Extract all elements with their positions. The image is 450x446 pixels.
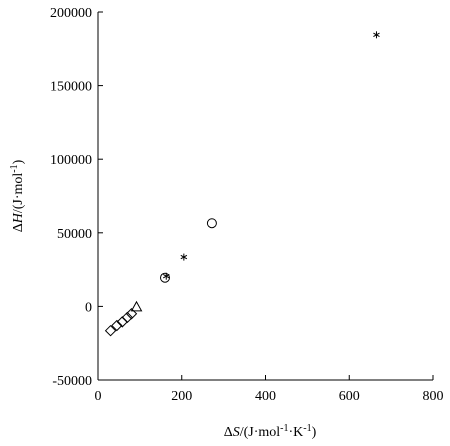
y-tick-label: 0: [85, 300, 92, 315]
x-tick-label: 0: [95, 389, 102, 404]
diamond-marker: [121, 311, 134, 324]
diamond-marker: [111, 319, 123, 332]
asterisk-marker: [180, 253, 188, 261]
y-tick-label: 200000: [50, 6, 92, 21]
circle-marker: [160, 272, 170, 283]
y-tick-label: 50000: [57, 227, 92, 242]
x-axis-title: ΔS/(J·mol-1·K-1): [224, 423, 317, 441]
y-tick-label: -50000: [52, 374, 92, 389]
circle-marker: [206, 218, 217, 229]
y-tick-label: 100000: [50, 153, 92, 168]
y-tick-label: 150000: [50, 80, 92, 95]
diamond-marker: [125, 308, 138, 320]
asterisk-marker: [162, 272, 170, 280]
x-tick-label: 200: [171, 389, 192, 404]
x-tick-label: 800: [423, 389, 444, 404]
x-tick-label: 400: [255, 389, 276, 404]
x-tick-label: 600: [339, 389, 360, 404]
data-points: [104, 31, 380, 337]
asterisk-marker: [373, 31, 380, 39]
triangle-marker: [130, 300, 143, 312]
diamond-marker: [104, 324, 117, 337]
y-axis-title: ΔH/(J·mol-1): [9, 159, 27, 232]
ticks: 0 200 400 600 800-50000050000100000150000200…: [50, 6, 444, 404]
axes: [97, 12, 433, 381]
